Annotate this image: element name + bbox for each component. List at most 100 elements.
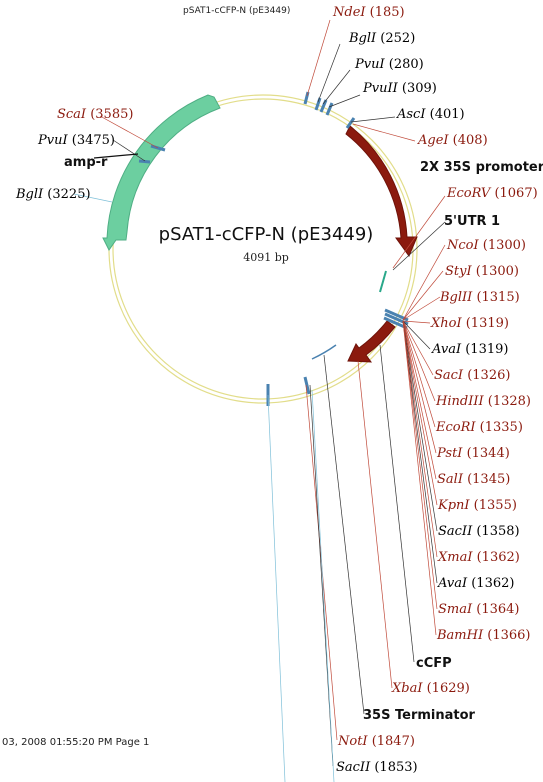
site-enzyme-name: NdeI [332, 5, 366, 20]
connector [392, 195, 446, 269]
connector [350, 116, 396, 123]
site-tick [319, 99, 328, 113]
site-enzyme-name: SalI [437, 472, 464, 487]
utr-mark [379, 270, 387, 293]
connector [402, 244, 446, 321]
connector [402, 320, 437, 454]
connector [357, 360, 393, 689]
site-enzyme-name: ScaI [57, 107, 87, 122]
site-label-pvuii: PvuII (309) [362, 81, 437, 96]
site-position: (1358) [472, 524, 519, 539]
site-enzyme-name: XmaI [437, 550, 473, 565]
site-tick [138, 159, 151, 164]
site-position: (3225) [43, 187, 90, 202]
site-label-bgli: BglI (252) [348, 31, 415, 46]
site-label-sacii: SacII (1358) [438, 524, 520, 539]
site-label-saci: SacI (1326) [434, 368, 510, 383]
site-label-pvui: PvuI (280) [354, 57, 424, 72]
site-position: (1364) [472, 602, 519, 617]
site-enzyme-name: AvaI [437, 576, 468, 591]
connector [379, 344, 415, 663]
connector [311, 389, 335, 782]
site-labels: NdeI (185) BglI (252) PvuI (280) PvuII (309… [15, 5, 538, 775]
promoter-arrow [345, 125, 418, 258]
site-position: (1366) [483, 628, 530, 643]
connector [352, 123, 416, 142]
site-position: (1344) [462, 446, 509, 461]
site-enzyme-name: SacII [438, 524, 473, 539]
site-position: (1315) [472, 290, 519, 305]
connector [317, 43, 341, 103]
site-enzyme-name: BglI [15, 187, 44, 202]
site-position: (408) [449, 133, 488, 148]
connector [402, 320, 436, 402]
site-label-sali: SalI (1345) [437, 472, 510, 487]
connector [73, 193, 113, 203]
connector [112, 139, 146, 162]
site-enzyme-name: EcoRV [446, 186, 492, 201]
site-label-avai: AvaI (1319) [431, 342, 508, 357]
site-position: (1345) [463, 472, 510, 487]
connector [402, 296, 441, 321]
site-label-xhoi: XhoI (1319) [430, 316, 509, 331]
site-position: (1853) [370, 760, 417, 775]
connector [402, 320, 438, 506]
connector [323, 354, 365, 715]
site-position: (1847) [368, 734, 415, 749]
site-label-sacii: SacII (1853) [336, 760, 418, 775]
site-tick [314, 97, 322, 111]
connector [402, 320, 431, 324]
page-footer: 03, 2008 01:55:20 PM Page 1 [2, 737, 149, 748]
connector [402, 320, 438, 532]
site-enzyme-name: AscI [396, 107, 426, 122]
site-label-hindiii: HindIII (1328) [435, 394, 531, 409]
feature-promoter: 2X 35S promoter [420, 160, 543, 175]
site-position: (309) [398, 81, 437, 96]
site-label-ncoi: NcoI (1300) [446, 238, 526, 253]
site-label-styi: StyI (1300) [445, 264, 519, 279]
site-label-ecori: EcoRI (1335) [435, 420, 523, 435]
connector [402, 320, 438, 610]
connector [402, 270, 444, 321]
site-position: (1629) [422, 681, 469, 696]
site-position: (280) [385, 57, 424, 72]
site-label-bamhi: BamHI (1366) [436, 628, 530, 643]
site-position: (1067) [490, 186, 537, 201]
site-label-xmai: XmaI (1362) [437, 550, 520, 565]
connector [93, 153, 139, 159]
connector [402, 320, 437, 480]
terminator-mark [311, 344, 337, 360]
site-enzyme-name: NotI [337, 734, 368, 749]
site-label-bgli: BglI (3225) [15, 187, 91, 202]
site-position: (401) [425, 107, 464, 122]
connector [402, 320, 431, 350]
site-position: (1300) [479, 238, 526, 253]
site-position: (185) [366, 5, 405, 20]
feature-amp-r: amp-r [64, 155, 108, 170]
site-position: (1328) [484, 394, 531, 409]
site-tick [383, 316, 408, 330]
plasmid-size: 4091 bp [243, 251, 289, 264]
site-enzyme-name: PstI [436, 446, 463, 461]
site-tick [303, 376, 311, 395]
site-position: (3585) [86, 107, 133, 122]
site-label-ndei: NdeI (185) [332, 5, 405, 20]
site-enzyme-name: SacII [336, 760, 371, 775]
connectors [73, 19, 446, 782]
page-header: pSAT1-cCFP-N (pE3449) [183, 6, 290, 16]
site-label-noti: NotI (1847) [337, 734, 415, 749]
amp-r-arrow [102, 94, 221, 251]
site-label-pvui: PvuI (3475) [37, 133, 115, 148]
site-enzyme-name: NcoI [446, 238, 479, 253]
site-enzyme-name: BglII [439, 290, 473, 305]
feature-ccfp: cCFP [416, 656, 452, 671]
site-enzyme-name: AgeI [417, 133, 449, 148]
site-tick [325, 102, 334, 116]
site-label-psti: PstI (1344) [436, 446, 510, 461]
site-position: (1362) [472, 550, 519, 565]
connector [392, 221, 446, 271]
site-enzyme-name: XbaI [391, 681, 423, 696]
connector [267, 394, 286, 782]
site-position: (252) [376, 31, 415, 46]
